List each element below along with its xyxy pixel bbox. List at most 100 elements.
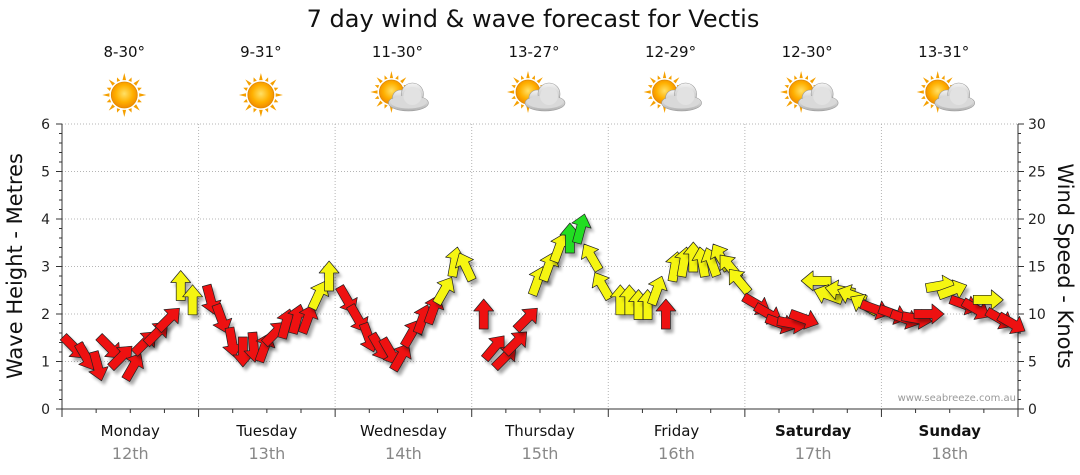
- sun-ray: [137, 99, 142, 103]
- chart-title: 7 day wind & wave forecast for Vectis: [307, 5, 760, 33]
- day-label: Sunday: [919, 422, 982, 440]
- wind-arrow-shape: [455, 252, 477, 283]
- sun-ray: [275, 93, 283, 97]
- sun-ray: [106, 99, 112, 103]
- grid: [62, 123, 1018, 409]
- sun-ray: [259, 109, 263, 117]
- sun-ray: [930, 75, 934, 80]
- wind-arrow: [913, 303, 947, 328]
- cloud-part: [403, 87, 422, 105]
- y-tick-label-right: 30: [1028, 117, 1046, 133]
- sun-ray: [507, 90, 515, 94]
- partly-cloudy-icon: [370, 71, 429, 113]
- wind-arrows: [59, 213, 1028, 386]
- cloud-shape: [388, 82, 429, 112]
- sun-ray: [786, 77, 793, 84]
- sun-ray: [245, 104, 252, 111]
- sunny-icon: [238, 73, 283, 117]
- day-label: Saturday: [775, 422, 852, 440]
- temperature-label: 12-30°: [782, 43, 833, 61]
- date-label: 16th: [658, 444, 695, 463]
- partly-cloudy-icon: [507, 71, 566, 113]
- wind-arrow: [591, 272, 617, 305]
- date-label: 12th: [112, 444, 149, 463]
- y-tick-label-left: 0: [41, 402, 50, 418]
- temperature-label: 9-31°: [240, 43, 282, 61]
- partly-cloudy-icon: [916, 71, 976, 113]
- sun-ray: [245, 79, 252, 86]
- sun-ray: [936, 71, 940, 79]
- wind-arrow: [170, 270, 194, 305]
- sun-disc: [247, 81, 275, 109]
- y-tick-label-right: 10: [1028, 307, 1046, 323]
- wind-arrow: [473, 298, 497, 333]
- wind-arrow-shape: [728, 268, 753, 296]
- wind-arrow-shape: [591, 272, 615, 302]
- sun-ray: [106, 87, 112, 91]
- sun-ray: [921, 85, 926, 89]
- wind-arrow-shape: [655, 298, 677, 330]
- sun-ray: [116, 108, 121, 113]
- wind-arrow: [580, 243, 606, 277]
- sun-ray: [649, 100, 656, 107]
- cloud-shape: [661, 82, 702, 112]
- y-tick-label-left: 3: [41, 260, 50, 276]
- temperature-label: 8-30°: [104, 43, 146, 61]
- sun-ray: [794, 104, 798, 109]
- sun-ray: [133, 79, 140, 86]
- wind-arrow: [571, 213, 595, 249]
- sun-ray: [384, 75, 388, 80]
- sun-ray: [784, 95, 789, 99]
- sun-ray: [376, 77, 383, 84]
- y-axis-left-title: Wave Height - Metres: [3, 153, 27, 379]
- sun-rays: [102, 73, 147, 117]
- sun-ray: [128, 108, 132, 113]
- wind-arrow-shape: [512, 307, 538, 333]
- date-label: 18th: [931, 444, 968, 463]
- sun-ray: [243, 87, 248, 91]
- sun-ray: [139, 93, 147, 97]
- wind-arrow: [501, 331, 530, 361]
- cloud-shape: [934, 82, 976, 112]
- day-label: Wednesday: [360, 422, 447, 440]
- wind-arrow-shape: [580, 243, 604, 273]
- sun-ray: [513, 77, 520, 84]
- sun-ray: [647, 95, 653, 99]
- sun-ray: [643, 90, 651, 94]
- cloud-part: [813, 87, 832, 105]
- wind-arrow-shape: [432, 276, 455, 306]
- wind-arrow-shape: [95, 333, 121, 359]
- sun-ray: [122, 73, 127, 81]
- sun-ray: [513, 100, 520, 107]
- wind-arrow-shape: [88, 350, 109, 382]
- wind-arrow-shape: [996, 311, 1026, 335]
- sun-ray: [264, 77, 269, 82]
- sun-ray: [921, 95, 926, 99]
- wind-arrow-shape: [788, 309, 819, 330]
- partly-cloudy-icon: [643, 71, 702, 113]
- wind-arrow-shape: [389, 343, 412, 373]
- sun-ray: [376, 100, 383, 107]
- sun-ray: [273, 87, 279, 91]
- wind-arrow-shape: [307, 281, 330, 311]
- sun-ray: [780, 90, 788, 94]
- temperature-label: 12-29°: [645, 43, 696, 61]
- sun-ray: [662, 71, 667, 79]
- y-tick-label-right: 15: [1028, 260, 1046, 276]
- y-tick-label-left: 1: [41, 355, 50, 371]
- sun-ray: [794, 75, 798, 80]
- wind-arrow: [512, 307, 541, 337]
- temperature-label: 13-27°: [508, 43, 559, 61]
- wind-arrow: [307, 281, 332, 315]
- weather-row: 8-30° 9-31° 11-30° 13-27° 12-29° 12-30° 13-31°: [102, 43, 976, 117]
- sun-ray: [374, 95, 380, 99]
- wind-arrow-shape: [154, 307, 180, 333]
- wind-arrow: [297, 304, 322, 339]
- y-tick-label-left: 2: [41, 307, 50, 323]
- wind-arrow-shape: [473, 298, 495, 330]
- watermark: www.seabreeze.com.au: [898, 393, 1016, 404]
- sun-ray: [137, 87, 142, 91]
- y-axis-right-title: Wind Speed - Knots: [1053, 163, 1077, 368]
- day-label: Tuesday: [235, 422, 297, 440]
